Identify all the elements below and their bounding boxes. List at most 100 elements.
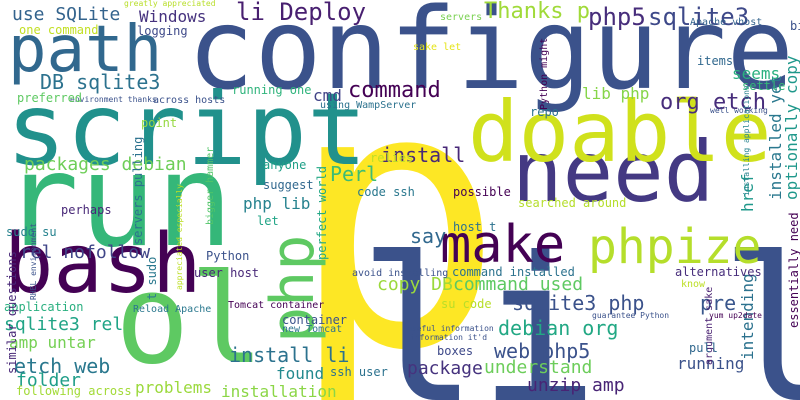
word-python-might: Python might (539, 37, 550, 110)
word-useful-information: useful information (407, 324, 494, 333)
word-suggest: suggest (263, 178, 314, 192)
word-relies: relies (370, 151, 414, 165)
word-searched-around: searched around (518, 196, 627, 210)
word-folder: folder (16, 370, 82, 391)
word-need: need (512, 123, 715, 221)
word-org-etch: org etch (660, 90, 766, 115)
word-bigger-hammer: bigger hammer (205, 146, 216, 225)
word-sake-let: sake let (413, 42, 462, 53)
word-ssh-user: ssh user (330, 365, 388, 379)
word-t-sudo: t sudo (145, 256, 159, 300)
word-possible: possible (453, 185, 511, 199)
word-appreciated-especially: appreciated especially (175, 184, 184, 290)
word-pull: pull (689, 341, 718, 355)
word-optionally-copy: optionally copy (782, 55, 800, 201)
word-ol: ol (115, 248, 265, 392)
word-running-one: running one (232, 83, 312, 97)
word-know: know (681, 279, 706, 290)
word-application: application (4, 300, 84, 314)
word-copy-db: copy DB (377, 274, 453, 295)
word-command-installed: command installed (452, 265, 575, 279)
word-install-li: install li (229, 343, 350, 367)
word-amp-untar: amp untar (9, 333, 96, 352)
word-using-wampserver: using WampServer (320, 100, 417, 111)
word-across-hosts: across hosts (153, 95, 226, 106)
word-perhaps: perhaps (61, 203, 112, 217)
word-preferred: preferred (17, 91, 83, 105)
word-similar-questions: similar questions (5, 251, 19, 374)
word-run: run (2, 127, 234, 276)
word-python: Python (206, 249, 250, 263)
word-avoid-installing: avoid installing (352, 268, 449, 279)
word-logging: logging (137, 24, 188, 38)
word-packages-debian: packages debian (24, 154, 187, 175)
word-well-working: well working (710, 106, 768, 115)
word-li-li: li li (358, 215, 800, 400)
word-servers: servers (440, 12, 483, 23)
word-container: container (282, 313, 348, 327)
word-sqlite3-php: sqlite3 php (512, 291, 645, 315)
word-db-sqlite3: DB sqlite3 (40, 70, 161, 94)
word-debian-org: debian org (498, 316, 619, 340)
word-web-php5: web php5 (494, 339, 591, 363)
word-running: running (677, 354, 745, 373)
word-greatly-appreciated: greatly appreciated (124, 0, 216, 8)
word-problems: problems (135, 378, 213, 397)
word-understand: understand (484, 357, 593, 378)
word-doable: doable (468, 83, 772, 181)
word-command: command (348, 78, 441, 103)
word-perfect-world: perfect world (315, 166, 329, 260)
word-sqlite3: sqlite3 (648, 3, 750, 31)
word-cmd: cmd (313, 86, 342, 105)
word-path: path (8, 13, 163, 87)
word-say: say (410, 224, 447, 248)
word-installation: installation (221, 382, 337, 400)
word-rhel-environment: RHEL environment (29, 222, 38, 300)
word-php5: php5 (588, 3, 646, 31)
word-environment-thanks: environment thanks (70, 95, 157, 104)
word-lib-php: lib php (582, 84, 650, 103)
word-settle: settle (742, 79, 786, 93)
word-make: make (440, 215, 566, 275)
word-reload-apache: Reload Apache (133, 304, 212, 315)
word-p: p (288, 10, 505, 400)
word-installing-applications: installing applications (742, 85, 751, 196)
word-use-sqlite: use SQLite (12, 4, 121, 25)
word-let: let (257, 214, 279, 228)
word-anyone: anyone (263, 158, 307, 172)
word-package: package (407, 358, 483, 379)
word-new-tomcat: new Tomcat (282, 324, 343, 335)
word-configure: configure (187, 0, 794, 115)
word-phpize: phpize (588, 219, 762, 275)
word-bit: bit (790, 19, 800, 33)
word-script: script (6, 71, 368, 188)
word-seems: seems (732, 64, 781, 83)
word-repo: repo (530, 105, 559, 119)
word-boxes: boxes (437, 344, 474, 358)
word-windows: Windows (139, 7, 207, 26)
word-host-t: host t (453, 220, 497, 234)
word-command-used: command used (453, 274, 584, 295)
word-yum-up2date: yum up2date (709, 311, 762, 320)
word-following-across: following across (16, 384, 132, 398)
word-sqlite3-rel: sqlite3 rel (4, 314, 124, 335)
word-tomcat-container: Tomcat container (228, 300, 325, 311)
word-guarantee-python: guarantee Python (592, 311, 670, 320)
word-rel-nofollow: rel nofollow (20, 242, 151, 263)
word-found: found (276, 364, 325, 383)
word-li-deploy: li Deploy (236, 0, 367, 26)
word-etch-web: etch web (14, 354, 111, 378)
word-point: point (141, 116, 178, 130)
word-information-itd: information it'd (410, 333, 488, 342)
word-essentially-need: essentially need (787, 212, 800, 328)
word-apache-vhost: Apache vhost (690, 17, 763, 28)
word-unzip-amp: unzip amp (527, 375, 625, 396)
word-php-lib: php lib (243, 194, 311, 213)
word-alternatives: alternatives (675, 265, 762, 279)
word-su-code: su code (441, 297, 492, 311)
word-one-command: one command (19, 23, 99, 37)
word-user-host: user host (194, 266, 260, 280)
word-perl: Perl (330, 162, 379, 186)
word-sudo-su: sudo su (6, 225, 57, 239)
